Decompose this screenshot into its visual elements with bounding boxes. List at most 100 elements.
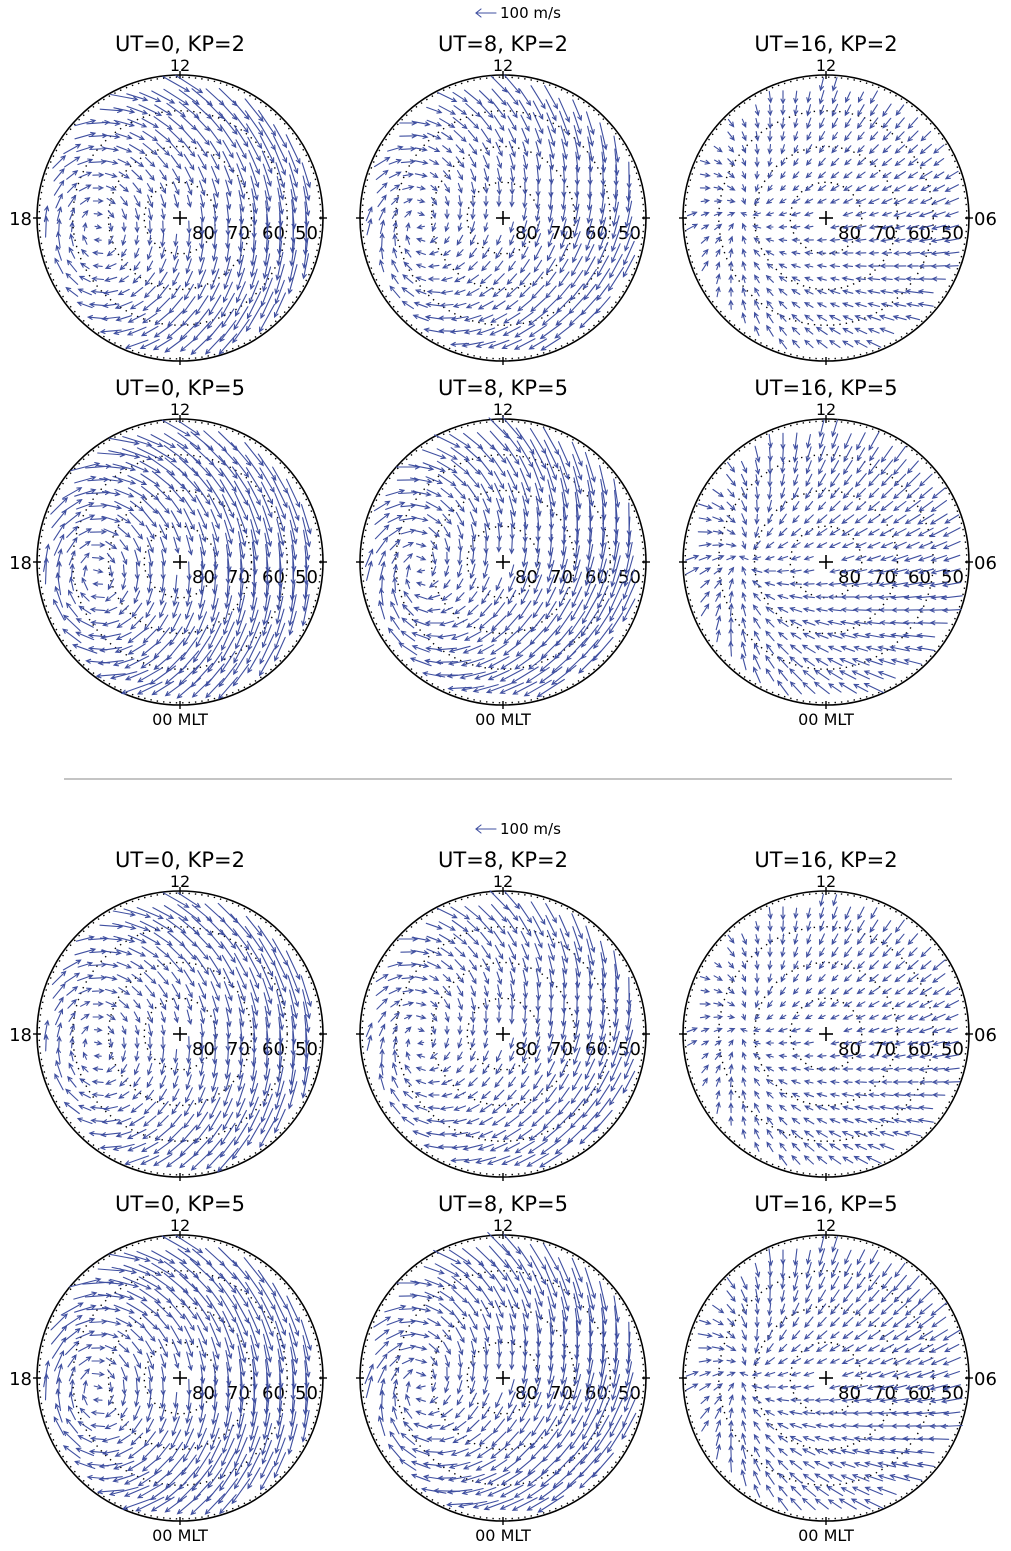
wind-vector-arrow: [827, 1423, 842, 1429]
wind-vector-arrow: [77, 961, 94, 968]
wind-vector-arrow: [930, 238, 947, 244]
wind-vector-arrow: [450, 632, 469, 640]
wind-vector-arrow: [907, 158, 918, 166]
wind-vector-arrow: [741, 974, 747, 983]
wind-vector-arrow: [777, 594, 789, 600]
wind-vector-arrow: [519, 455, 531, 479]
wind-vector-arrow: [826, 657, 843, 667]
wind-vector-arrow: [151, 458, 176, 476]
wind-vector-arrow: [482, 1063, 490, 1075]
wind-vector-arrow: [843, 474, 853, 486]
wind-vector-arrow: [92, 263, 103, 269]
wind-vector-arrow: [75, 618, 94, 628]
wind-vector-arrow: [273, 963, 287, 993]
wind-vector-arrow: [262, 1068, 271, 1097]
wind-vector-arrow: [103, 147, 120, 152]
wind-vector-arrow: [574, 952, 581, 978]
wind-vector-arrow: [490, 1259, 508, 1282]
wind-vector-arrow: [890, 1410, 909, 1416]
wind-vector-arrow: [892, 302, 907, 308]
wind-vector-arrow: [80, 1368, 90, 1380]
wind-vector-arrow: [766, 1116, 774, 1126]
wind-vector-arrow: [76, 501, 95, 510]
wind-vector-arrow: [753, 311, 760, 324]
wind-vector-arrow: [816, 1092, 828, 1098]
wind-vector-arrow: [466, 1288, 480, 1304]
wind-vector-arrow: [495, 247, 503, 260]
wind-vector-arrow: [123, 1485, 150, 1497]
wind-vector-arrow: [143, 972, 157, 985]
wind-vector-arrow: [841, 1371, 854, 1377]
wind-vector-arrow: [77, 288, 92, 296]
wind-vector-arrow: [867, 1000, 880, 1008]
wind-vector-arrow: [106, 197, 116, 205]
lat-ring-70: [753, 961, 899, 1107]
wind-vector-arrow: [225, 532, 233, 558]
wind-vector-arrow: [932, 987, 945, 995]
wind-vector-arrow: [155, 1443, 171, 1462]
wind-vector-arrow: [509, 1352, 515, 1371]
wind-vector-arrow: [741, 500, 747, 513]
wind-vector-arrow: [522, 181, 528, 196]
wind-vector-arrow: [104, 1345, 118, 1352]
wind-vector-arrow: [438, 620, 455, 627]
wind-vector-arrow: [504, 1259, 520, 1282]
wind-vector-arrow: [919, 157, 932, 167]
wind-vector-arrow: [778, 338, 788, 350]
wind-vector-arrow: [572, 1389, 582, 1412]
wind-vector-arrow: [568, 610, 586, 636]
wind-vector-arrow: [542, 1442, 560, 1463]
wind-vector-arrow: [842, 263, 854, 269]
lat-label-70: 70: [550, 1383, 573, 1404]
wind-vector-arrow: [623, 1372, 634, 1403]
wind-vector-arrow: [69, 1378, 75, 1395]
wind-vector-arrow: [455, 156, 465, 169]
wind-vector-arrow: [802, 681, 816, 694]
wind-vector-arrow: [391, 259, 399, 273]
wind-vector-arrow: [249, 1411, 258, 1442]
wind-vector-arrow: [136, 681, 163, 695]
wind-vector-arrow: [867, 1131, 881, 1137]
wind-vector-arrow: [414, 975, 429, 981]
wind-vector-arrow: [430, 1356, 438, 1367]
wind-vector-arrow: [778, 1343, 788, 1353]
wind-vector-arrow: [184, 1415, 193, 1437]
wind-vector-arrow: [365, 206, 373, 222]
wind-vector-arrow: [813, 669, 830, 681]
wind-vector-arrow: [741, 260, 747, 271]
wind-vector-arrow: [483, 998, 489, 1011]
wind-vector-arrow: [728, 590, 734, 603]
wind-vector-arrow: [595, 1397, 611, 1429]
wind-vector-arrow: [517, 1246, 533, 1269]
wind-vector-arrow: [108, 565, 114, 578]
wind-vector-arrow: [177, 904, 202, 923]
wind-vector-arrow: [481, 1406, 491, 1420]
wind-vector-arrow: [163, 88, 190, 106]
wind-vector-arrow: [388, 527, 403, 537]
wind-vector-arrow: [107, 578, 115, 591]
wind-vector-arrow: [496, 971, 503, 986]
wind-vector-arrow: [572, 111, 582, 135]
wind-vector-arrow: [778, 1485, 788, 1497]
wind-vector-arrow: [828, 1130, 842, 1138]
wind-vector-arrow: [559, 244, 569, 263]
wind-vector-arrow: [892, 1302, 907, 1316]
wind-vector-arrow: [521, 233, 529, 248]
wind-vector-arrow: [144, 157, 156, 168]
wind-vector-arrow: [544, 1087, 557, 1104]
wind-vector-arrow: [450, 1448, 469, 1457]
wind-vector-arrow: [117, 526, 131, 538]
wind-vector-arrow: [274, 622, 286, 650]
wind-vector-arrow: [55, 1059, 63, 1078]
wind-vector-arrow: [855, 1317, 867, 1327]
wind-vector-arrow: [192, 635, 211, 663]
wind-vector-arrow: [932, 1066, 946, 1072]
wind-vector-arrow: [476, 1445, 495, 1459]
wind-vector-arrow: [146, 1076, 154, 1089]
wind-vector-arrow: [426, 935, 443, 943]
mlt-06-label: 06: [974, 209, 997, 230]
wind-vector-arrow: [754, 499, 760, 514]
wind-vector-arrow: [894, 117, 905, 130]
wind-vector-arrow: [571, 1267, 584, 1299]
wind-vector-arrow: [817, 487, 827, 499]
